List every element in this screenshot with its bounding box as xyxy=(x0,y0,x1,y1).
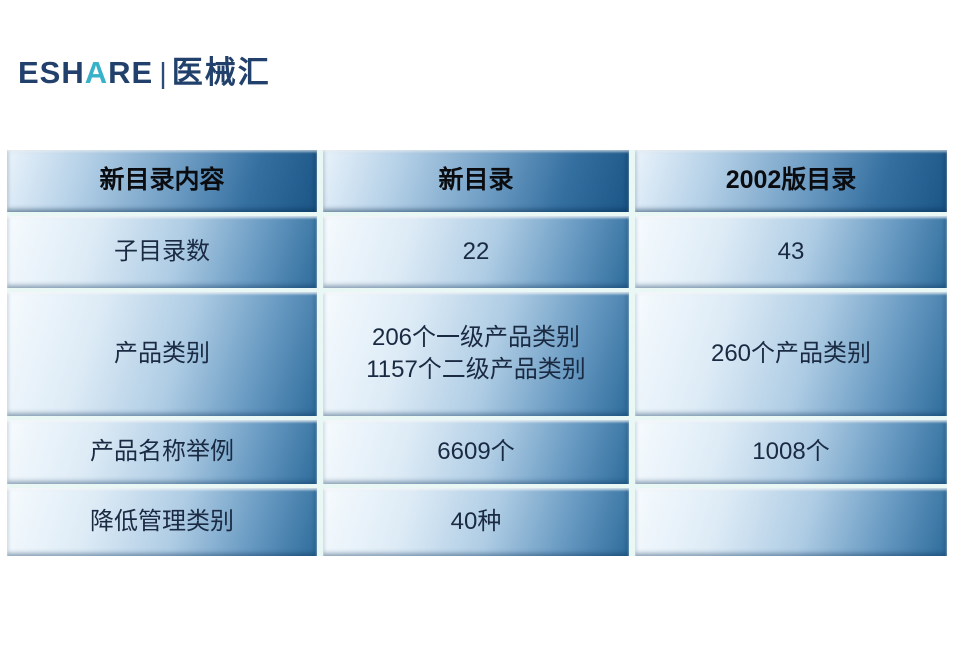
logo-separator: | xyxy=(159,58,168,90)
cell-subcatalog-new: 22 xyxy=(323,216,629,288)
logo-letter-a: A xyxy=(84,55,109,90)
cell-product-names-new: 6609个 xyxy=(323,420,629,484)
comparison-table: 新目录内容 新目录 2002版目录 子目录数 22 43 产品类别 206个一级… xyxy=(7,150,947,556)
row-label-product-name-examples: 产品名称举例 xyxy=(7,420,317,484)
cell-subcatalog-2002: 43 xyxy=(635,216,947,288)
row-label-product-categories: 产品类别 xyxy=(7,292,317,416)
cell-lowered-class-new: 40种 xyxy=(323,488,629,556)
row-label-subcatalog-count: 子目录数 xyxy=(7,216,317,288)
logo-text-re: RE xyxy=(108,55,154,90)
cell-product-categories-new: 206个一级产品类别 1157个二级产品类别 xyxy=(323,292,629,416)
header-cell-new-catalog: 新目录 xyxy=(323,150,629,212)
logo-chinese-name: 医械汇 xyxy=(171,55,271,90)
row-label-lowered-management-class: 降低管理类别 xyxy=(7,488,317,556)
header-cell-category: 新目录内容 xyxy=(7,150,317,212)
brand-logo: ESHARE | 医械汇 xyxy=(18,54,271,93)
logo-text-esh: ESH xyxy=(18,55,85,90)
header-cell-2002-catalog: 2002版目录 xyxy=(635,150,947,212)
cell-product-categories-2002: 260个产品类别 xyxy=(635,292,947,416)
cell-product-names-2002: 1008个 xyxy=(635,420,947,484)
cell-lowered-class-2002 xyxy=(635,488,947,556)
